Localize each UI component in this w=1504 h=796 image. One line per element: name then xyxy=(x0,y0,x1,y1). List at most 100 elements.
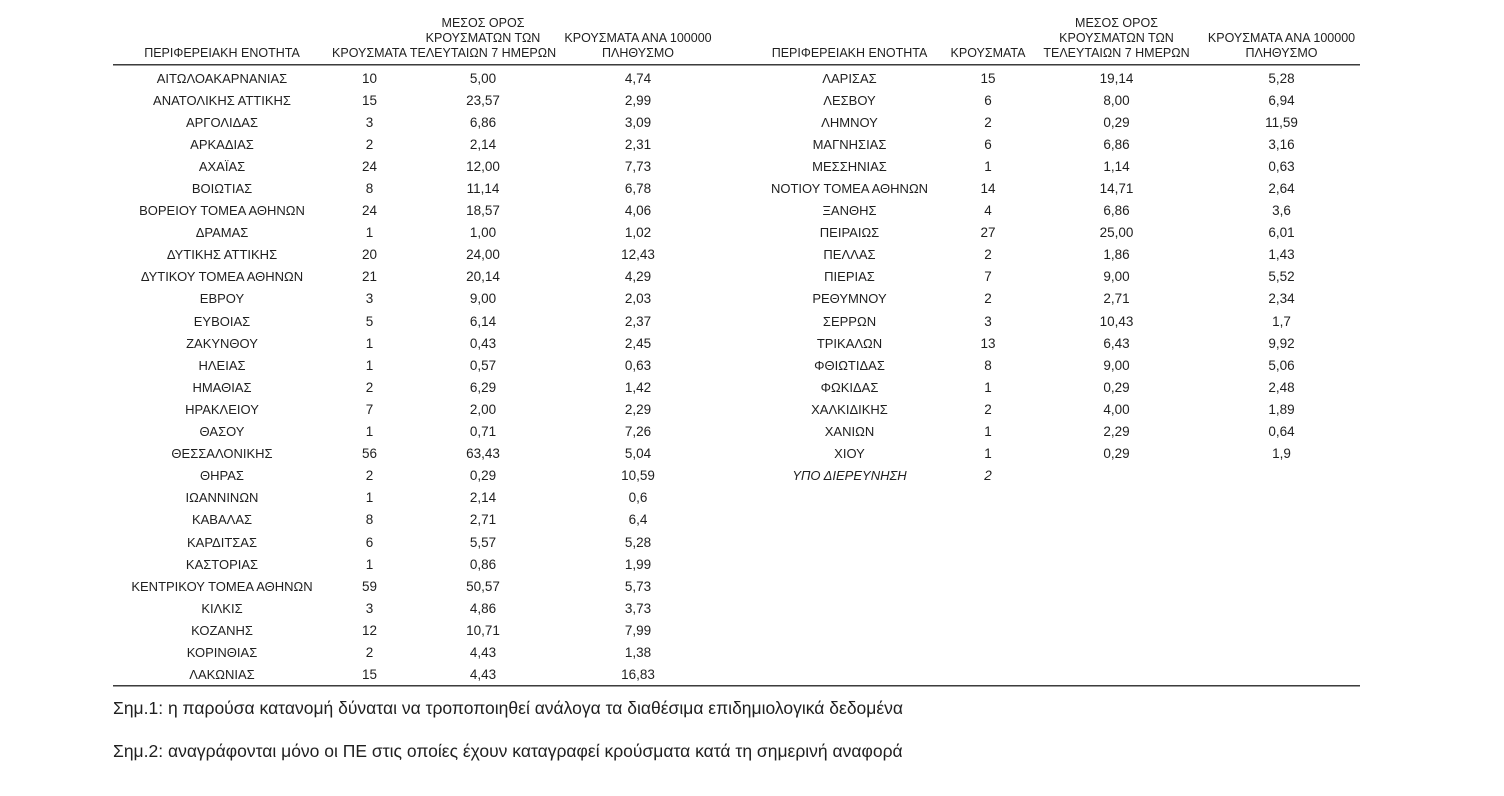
cell-cases: 6 xyxy=(984,136,992,152)
table-row: ΚΕΝΤΡΙΚΟΥ ΤΟΜΕΑ ΑΘΗΝΩΝ 59 50,57 5,73 xyxy=(113,575,718,597)
header-avg7-line2: ΚΡΟΥΣΜΑΤΩΝ ΤΩΝ xyxy=(1059,31,1174,45)
cell-per100k: 0,63 xyxy=(1268,158,1295,174)
bottom-rule xyxy=(113,685,1360,687)
table-row: ΔΥΤΙΚΟΥ ΤΟΜΕΑ ΑΘΗΝΩΝ 21 20,14 4,29 xyxy=(113,266,718,288)
right-table-body: ΛΑΡΙΣΑΣ 15 19,14 5,28 ΛΕΣΒΟΥ 6 8,00 6,94 ΛΗΜΝΟΥ 2… xyxy=(753,64,1360,487)
cell-per100k: 3,73 xyxy=(624,600,652,616)
table-row: ΥΠΟ ΔΙΕΡΕΥΝΗΣΗ 2 xyxy=(753,465,1360,487)
table-row: ΛΗΜΝΟΥ 2 0,29 11,59 xyxy=(753,111,1360,133)
table-row: ΜΑΓΝΗΣΙΑΣ 6 6,86 3,16 xyxy=(753,133,1360,155)
left-cases-table: ΠΕΡΙΦΕΡΕΙΑΚΗ ΕΝΟΤΗΤΑ ΚΡΟΥΣΜΑΤΑ ΜΕΣΟΣ ΟΡΟ… xyxy=(113,8,718,686)
cell-avg7: 0,29 xyxy=(469,468,497,484)
cell-avg7: 2,14 xyxy=(469,490,497,506)
cell-avg7: 1,86 xyxy=(1103,247,1130,263)
cell-cases: 27 xyxy=(980,225,996,241)
cell-name: ΡΕΘΥΜΝΟΥ xyxy=(812,291,887,307)
table-columns: ΠΕΡΙΦΕΡΕΙΑΚΗ ΕΝΟΤΗΤΑ ΚΡΟΥΣΜΑΤΑ ΜΕΣΟΣ ΟΡΟ… xyxy=(113,8,1360,686)
cell-avg7: 6,86 xyxy=(1103,136,1130,152)
cell-per100k: 2,45 xyxy=(624,335,652,351)
table-row: ΚΑΒΑΛΑΣ 8 2,71 6,4 xyxy=(113,509,718,531)
cell-avg7: 5,00 xyxy=(469,70,497,86)
cell-avg7: 1,00 xyxy=(469,225,497,241)
table-row: ΛΑΡΙΣΑΣ 15 19,14 5,28 xyxy=(753,67,1360,89)
cell-per100k: 1,9 xyxy=(1272,446,1291,462)
header-avg7: ΜΕΣΟΣ ΟΡΟΣ ΚΡΟΥΣΜΑΤΩΝ ΤΩΝ ΤΕΛΕΥΤΑΙΩΝ 7 Η… xyxy=(1030,16,1203,61)
table-row: ΑΙΤΩΛΟΑΚΑΡΝΑΝΙΑΣ 10 5,00 4,74 xyxy=(113,67,718,89)
cell-per100k: 0,6 xyxy=(628,490,648,506)
cell-cases: 8 xyxy=(365,181,374,197)
left-table-body: ΑΙΤΩΛΟΑΚΑΡΝΑΝΙΑΣ 10 5,00 4,74 ΑΝΑΤΟΛΙΚΗΣ ΑΤΤ… xyxy=(113,64,718,686)
cell-cases: 6 xyxy=(984,92,992,108)
cell-avg7: 2,29 xyxy=(1103,424,1130,440)
header-avg7-line3: ΤΕΛΕΥΤΑΙΩΝ 7 ΗΜΕΡΩΝ xyxy=(1043,46,1190,60)
cell-avg7: 0,29 xyxy=(1103,114,1130,130)
cell-avg7: 25,00 xyxy=(1099,225,1134,241)
cell-avg7: 18,57 xyxy=(466,203,500,219)
cell-per100k: 10,59 xyxy=(621,468,655,484)
table-row: ΛΑΚΩΝΙΑΣ 15 4,43 16,83 xyxy=(113,664,718,686)
cell-per100k: 1,02 xyxy=(624,225,652,241)
cell-name: ΗΜΑΘΙΑΣ xyxy=(192,379,252,395)
cell-avg7: 11,14 xyxy=(466,181,500,197)
cell-per100k: 0,63 xyxy=(624,357,652,373)
cell-cases: 2 xyxy=(984,468,992,484)
cell-name: ΑΡΓΟΛΙΔΑΣ xyxy=(185,114,259,130)
cell-name: ΛΕΣΒΟΥ xyxy=(823,92,876,108)
table-row: ΞΑΝΘΗΣ 4 6,86 3,6 xyxy=(753,200,1360,222)
cell-name: ΧΙΟΥ xyxy=(834,446,865,462)
cell-avg7: 63,43 xyxy=(466,446,500,462)
cell-avg7: 6,86 xyxy=(469,114,497,130)
table-row: ΧΑΛΚΙΔΙΚΗΣ 2 4,00 1,89 xyxy=(753,398,1360,420)
cell-name: ΦΩΚΙΔΑΣ xyxy=(820,379,879,395)
header-cases: ΚΡΟΥΣΜΑΤΑ xyxy=(950,46,1026,60)
cell-cases: 1 xyxy=(984,158,992,174)
cell-name: ΣΕΡΡΩΝ xyxy=(822,313,877,329)
header-per100k-line2: ΠΛΗΘΥΣΜΟ xyxy=(602,46,674,60)
cell-name: ΔΥΤΙΚΟΥ ΤΟΜΕΑ ΑΘΗΝΩΝ xyxy=(140,269,304,285)
cell-per100k: 5,28 xyxy=(624,534,652,550)
cell-per100k: 5,04 xyxy=(624,446,652,462)
cell-cases: 7 xyxy=(984,269,992,285)
cell-name: ΝΟΤΙΟΥ ΤΟΜΕΑ ΑΘΗΝΩΝ xyxy=(770,181,929,197)
cell-cases: 1 xyxy=(365,490,374,506)
cell-avg7: 2,71 xyxy=(469,512,497,528)
cell-per100k: 7,26 xyxy=(624,424,652,440)
cell-name: ΛΗΜΝΟΥ xyxy=(821,114,878,130)
table-row: ΖΑΚΥΝΘΟΥ 1 0,43 2,45 xyxy=(113,332,718,354)
cell-per100k: 3,09 xyxy=(624,114,652,130)
cell-per100k: 2,64 xyxy=(1268,181,1295,197)
header-per100k: ΚΡΟΥΣΜΑΤΑ ΑΝΑ 100000 ΠΛΗΘΥΣΜΟ xyxy=(1203,31,1360,61)
table-row: ΗΛΕΙΑΣ 1 0,57 0,63 xyxy=(113,354,718,376)
cell-avg7: 4,00 xyxy=(1103,401,1130,417)
cell-name: ΘΗΡΑΣ xyxy=(200,468,244,484)
header-per100k-line1: ΚΡΟΥΣΜΑΤΑ ΑΝΑ 100000 xyxy=(1207,31,1356,45)
cell-name: ΑΙΤΩΛΟΑΚΑΡΝΑΝΙΑΣ xyxy=(156,70,288,86)
cell-cases: 2 xyxy=(365,644,374,660)
cell-name: ΤΡΙΚΑΛΩΝ xyxy=(816,335,883,351)
cell-avg7: 0,57 xyxy=(469,357,497,373)
cell-per100k: 1,7 xyxy=(1272,313,1291,329)
cell-name: ΑΝΑΤΟΛΙΚΗΣ ΑΤΤΙΚΗΣ xyxy=(153,92,291,108)
cell-cases: 2 xyxy=(365,468,374,484)
table-row: ΘΗΡΑΣ 2 0,29 10,59 xyxy=(113,465,718,487)
table-row: ΘΑΣΟΥ 1 0,71 7,26 xyxy=(113,421,718,443)
cell-cases: 5 xyxy=(365,313,374,329)
cell-name: ΒΟΙΩΤΙΑΣ xyxy=(191,181,253,197)
table-row: ΚΙΛΚΙΣ 3 4,86 3,73 xyxy=(113,597,718,619)
cell-per100k: 2,48 xyxy=(1268,379,1295,395)
cell-cases: 10 xyxy=(361,70,378,86)
cell-cases: 15 xyxy=(361,92,378,108)
cell-cases: 2 xyxy=(984,114,992,130)
cell-per100k: 2,37 xyxy=(624,313,652,329)
table-row: ΗΜΑΘΙΑΣ 2 6,29 1,42 xyxy=(113,376,718,398)
header-per100k-line1: ΚΡΟΥΣΜΑΤΑ ΑΝΑ 100000 xyxy=(564,31,712,45)
cell-per100k: 1,99 xyxy=(624,556,652,572)
header-rule xyxy=(113,64,1360,66)
cell-cases: 2 xyxy=(365,379,374,395)
cell-cases: 3 xyxy=(365,114,374,130)
cell-cases: 4 xyxy=(984,203,992,219)
cell-cases: 2 xyxy=(984,247,992,263)
header-avg7-line2: ΚΡΟΥΣΜΑΤΩΝ ΤΩΝ xyxy=(425,31,541,45)
cell-per100k: 1,43 xyxy=(1268,247,1295,263)
cell-cases: 24 xyxy=(361,158,378,174)
